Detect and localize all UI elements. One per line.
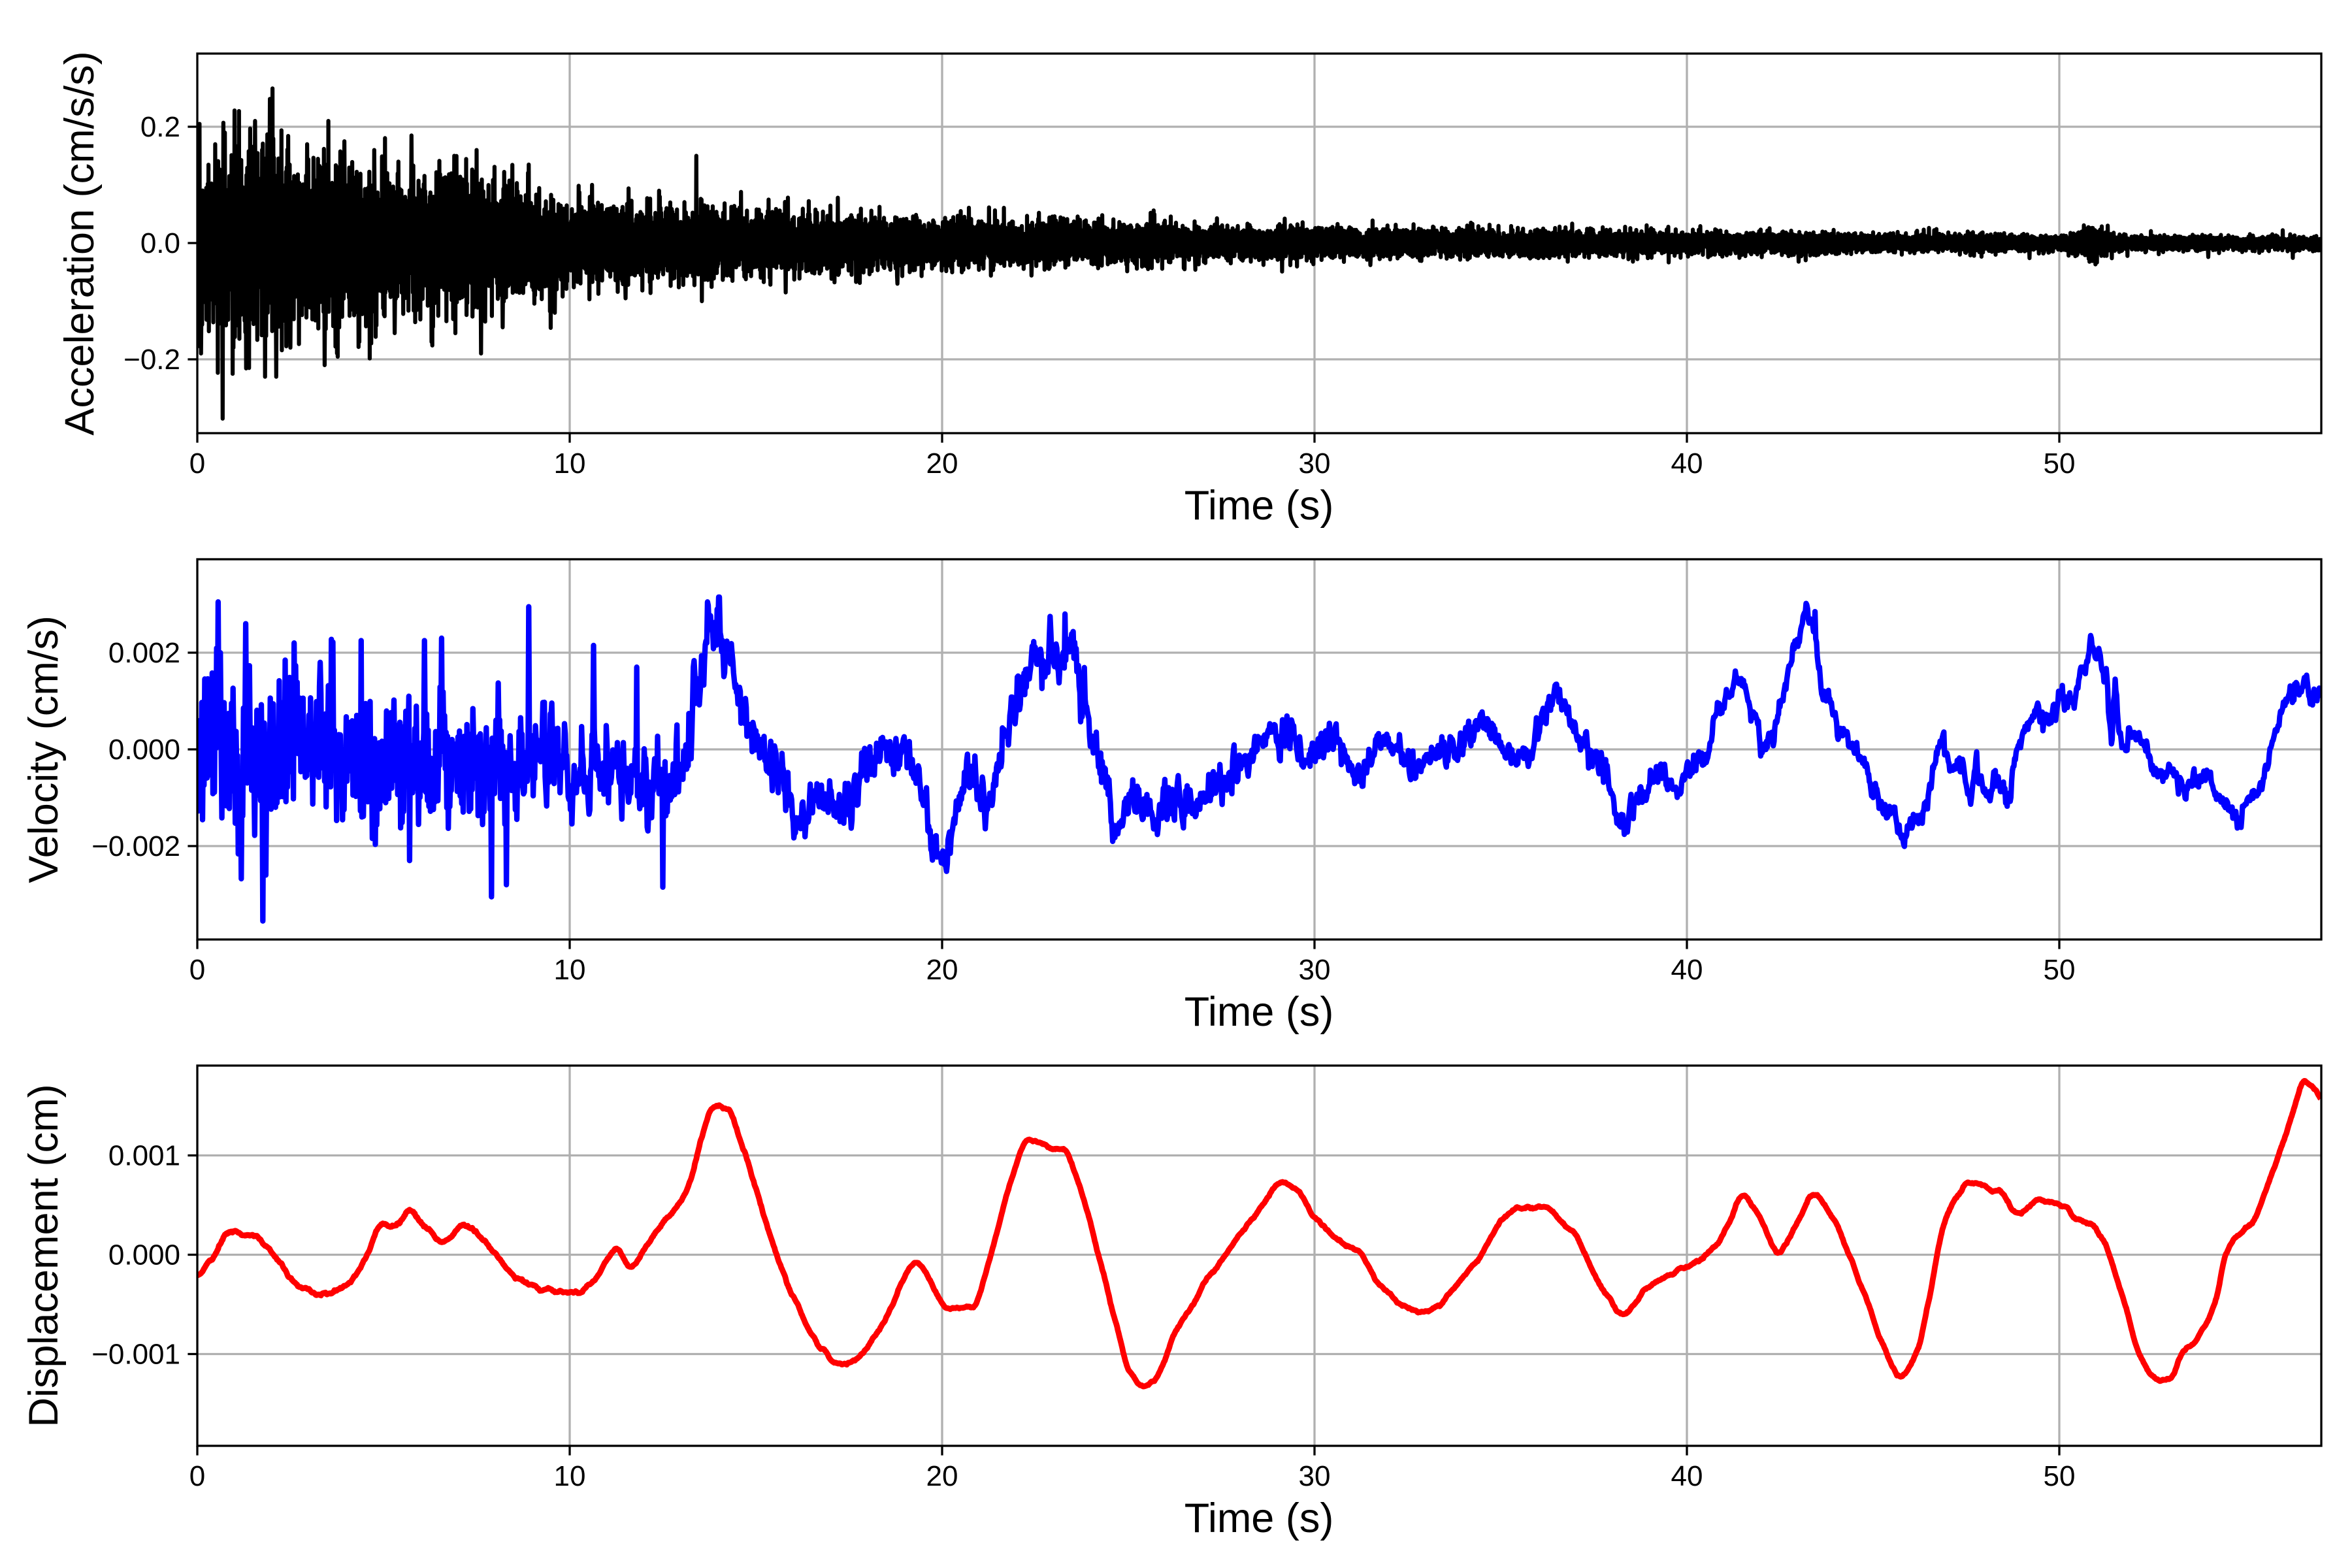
svg-text:0.2: 0.2	[140, 111, 180, 143]
svg-text:40: 40	[1671, 448, 1703, 480]
svg-text:20: 20	[926, 954, 958, 986]
svg-text:10: 10	[554, 1460, 586, 1492]
svg-text:0.002: 0.002	[108, 637, 180, 669]
svg-text:0.001: 0.001	[108, 1140, 180, 1172]
svg-text:20: 20	[926, 448, 958, 480]
svg-text:20: 20	[926, 1460, 958, 1492]
svg-text:Displacement (cm): Displacement (cm)	[21, 1084, 67, 1427]
svg-text:0.000: 0.000	[108, 734, 180, 766]
svg-text:10: 10	[554, 448, 586, 480]
svg-text:40: 40	[1671, 954, 1703, 986]
svg-text:50: 50	[2044, 954, 2076, 986]
svg-text:Velocity (cm/s): Velocity (cm/s)	[21, 615, 67, 883]
svg-text:0.000: 0.000	[108, 1239, 180, 1271]
svg-text:0: 0	[189, 448, 205, 480]
svg-text:−0.002: −0.002	[91, 830, 180, 862]
svg-text:Acceleration (cm/s/s): Acceleration (cm/s/s)	[57, 51, 103, 435]
svg-text:0.0: 0.0	[140, 227, 180, 259]
svg-text:Time (s): Time (s)	[1184, 989, 1334, 1035]
svg-text:40: 40	[1671, 1460, 1703, 1492]
svg-text:−0.001: −0.001	[91, 1339, 180, 1371]
svg-text:30: 30	[1299, 448, 1331, 480]
svg-text:30: 30	[1299, 954, 1331, 986]
svg-text:50: 50	[2044, 1460, 2076, 1492]
svg-text:0: 0	[189, 954, 205, 986]
svg-text:Time (s): Time (s)	[1184, 483, 1334, 529]
svg-text:10: 10	[554, 954, 586, 986]
svg-text:50: 50	[2044, 448, 2076, 480]
svg-text:Time (s): Time (s)	[1184, 1495, 1334, 1541]
svg-text:30: 30	[1299, 1460, 1331, 1492]
svg-text:0: 0	[189, 1460, 205, 1492]
svg-text:−0.2: −0.2	[123, 344, 180, 376]
